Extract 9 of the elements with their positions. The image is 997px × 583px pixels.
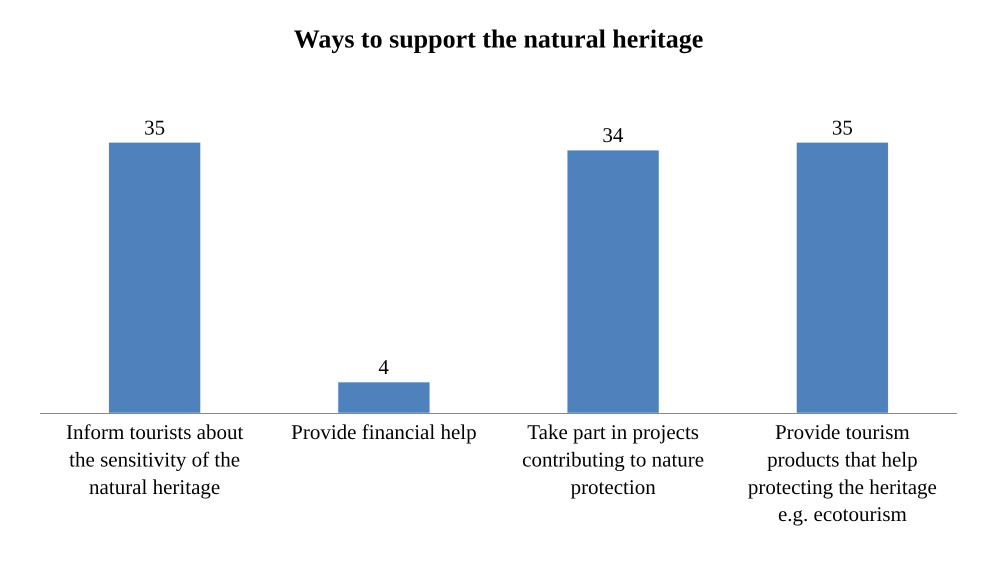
data-label: 4 <box>378 355 390 380</box>
data-label: 34 <box>602 123 624 148</box>
x-tick-label: Provide tourism products that help protecting the heritage e.g. ecotourism <box>748 420 937 526</box>
data-label: 35 <box>144 115 166 140</box>
x-tick-label: Inform tourists about the sensitivity of the natural heritage <box>66 420 244 499</box>
chart-title: Ways to support the natural heritage <box>294 24 704 54</box>
x-tick-label: Provide financial help <box>291 420 477 444</box>
data-label: 35 <box>832 115 853 140</box>
x-tick-label: Take part in projects contributing to nature protection <box>522 420 704 499</box>
